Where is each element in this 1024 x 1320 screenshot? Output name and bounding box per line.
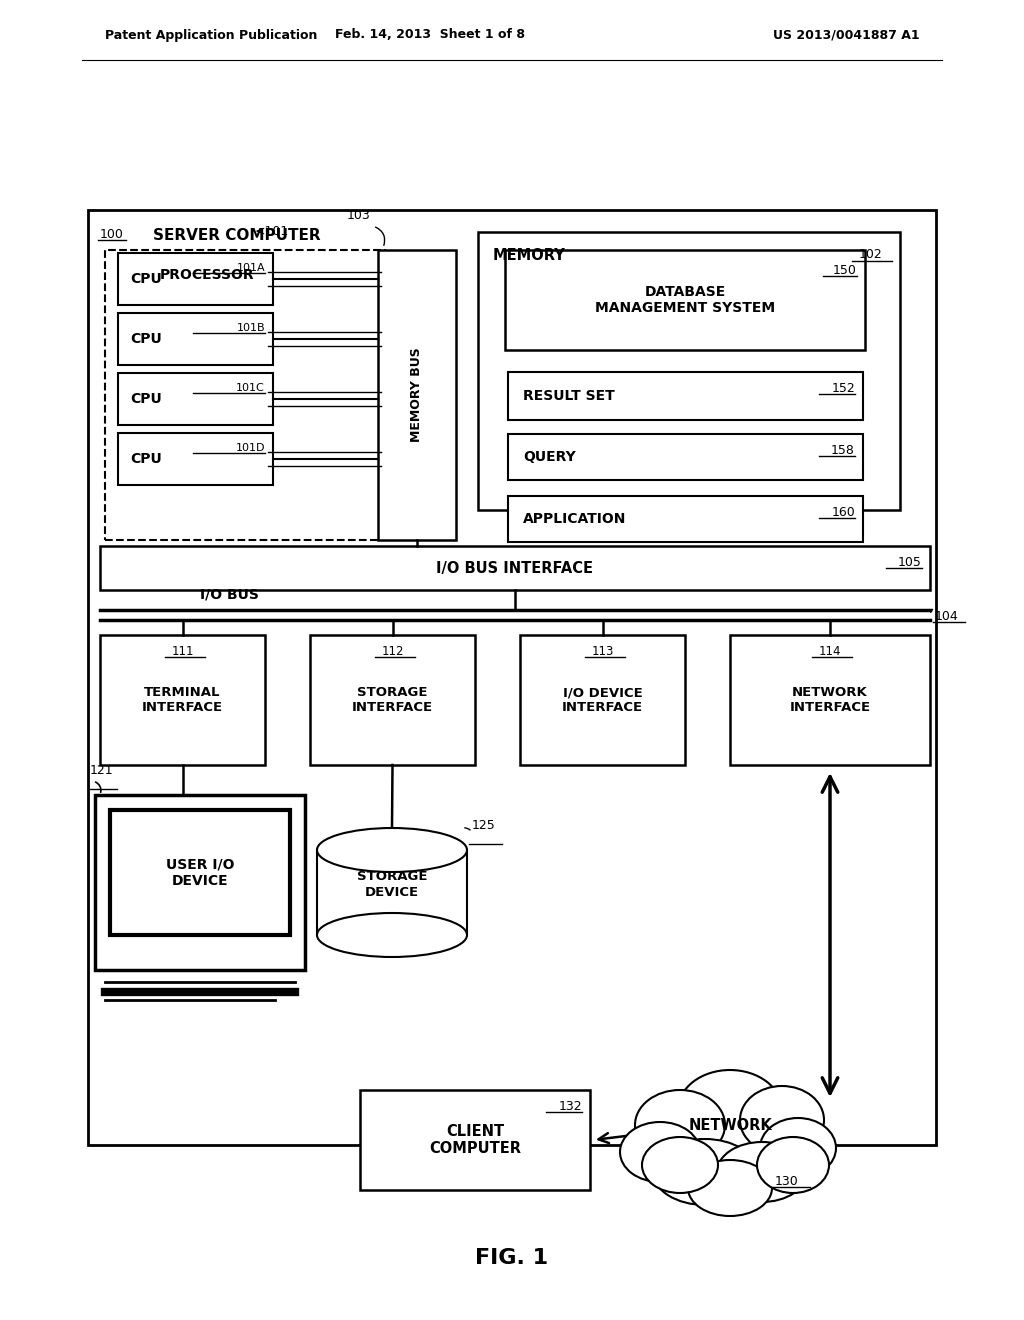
Ellipse shape	[653, 1139, 757, 1205]
Text: I/O DEVICE
INTERFACE: I/O DEVICE INTERFACE	[562, 686, 643, 714]
Bar	[105, 249, 385, 540]
Text: 121: 121	[90, 764, 114, 777]
Text: Patent Application Publication: Patent Application Publication	[105, 29, 317, 41]
Text: 102: 102	[858, 248, 882, 261]
Bar	[360, 1090, 590, 1191]
Text: 101D: 101D	[236, 444, 265, 453]
Text: US 2013/0041887 A1: US 2013/0041887 A1	[773, 29, 920, 41]
Bar	[118, 374, 273, 425]
Text: 100: 100	[100, 228, 124, 242]
Text: 101A: 101A	[237, 263, 265, 273]
Bar	[508, 434, 863, 480]
Text: NETWORK
INTERFACE: NETWORK INTERFACE	[790, 686, 870, 714]
Ellipse shape	[678, 1071, 782, 1150]
Text: I/O BUS INTERFACE: I/O BUS INTERFACE	[436, 561, 594, 576]
Text: 150: 150	[834, 264, 857, 277]
Text: PROCESSOR: PROCESSOR	[160, 268, 255, 282]
Text: STORAGE
INTERFACE: STORAGE INTERFACE	[352, 686, 433, 714]
Text: 158: 158	[831, 444, 855, 457]
Text: 114: 114	[819, 645, 842, 657]
Ellipse shape	[717, 1142, 807, 1203]
Bar	[118, 433, 273, 484]
Bar	[118, 253, 273, 305]
Text: 104: 104	[935, 610, 958, 623]
Text: CPU: CPU	[130, 333, 162, 346]
Bar	[508, 372, 863, 420]
Text: SERVER COMPUTER: SERVER COMPUTER	[153, 228, 321, 243]
Text: 160: 160	[831, 506, 855, 519]
Bar	[520, 635, 685, 766]
Bar	[378, 249, 456, 540]
Ellipse shape	[620, 1122, 700, 1181]
Text: QUERY: QUERY	[523, 450, 575, 465]
Bar	[88, 210, 936, 1144]
Bar	[508, 496, 863, 543]
Text: 112: 112	[381, 645, 403, 657]
Text: DATABASE
MANAGEMENT SYSTEM: DATABASE MANAGEMENT SYSTEM	[595, 285, 775, 315]
Text: <101: <101	[255, 224, 289, 238]
Text: Feb. 14, 2013  Sheet 1 of 8: Feb. 14, 2013 Sheet 1 of 8	[335, 29, 525, 41]
Text: RESULT SET: RESULT SET	[523, 389, 614, 403]
Bar	[100, 546, 930, 590]
Ellipse shape	[642, 1137, 718, 1193]
Text: I/O BUS: I/O BUS	[200, 587, 259, 602]
Text: STORAGE
DEVICE: STORAGE DEVICE	[356, 870, 427, 899]
Ellipse shape	[317, 828, 467, 873]
Text: 103: 103	[346, 209, 370, 222]
Text: CPU: CPU	[130, 392, 162, 407]
Bar	[730, 635, 930, 766]
Bar	[110, 810, 290, 935]
Bar	[95, 795, 305, 970]
Text: 132: 132	[558, 1100, 582, 1113]
Text: 130: 130	[775, 1175, 799, 1188]
Ellipse shape	[688, 1160, 772, 1216]
Text: 101B: 101B	[237, 323, 265, 333]
Ellipse shape	[757, 1137, 829, 1193]
Bar	[505, 249, 865, 350]
Text: NETWORK: NETWORK	[688, 1118, 772, 1133]
Text: MEMORY: MEMORY	[493, 248, 565, 263]
Ellipse shape	[317, 913, 467, 957]
Bar	[478, 232, 900, 510]
Text: 152: 152	[831, 381, 855, 395]
Text: CLIENT
COMPUTER: CLIENT COMPUTER	[429, 1123, 521, 1156]
Text: FIG. 1: FIG. 1	[475, 1247, 549, 1269]
Ellipse shape	[635, 1090, 725, 1160]
Text: CPU: CPU	[130, 272, 162, 286]
Ellipse shape	[760, 1118, 836, 1177]
Text: 125: 125	[472, 818, 496, 832]
Text: 111: 111	[171, 645, 194, 657]
Text: 101C: 101C	[237, 383, 265, 393]
Text: 105: 105	[898, 556, 922, 569]
Text: APPLICATION: APPLICATION	[523, 512, 627, 525]
Text: TERMINAL
INTERFACE: TERMINAL INTERFACE	[142, 686, 223, 714]
Ellipse shape	[740, 1086, 824, 1154]
Text: CPU: CPU	[130, 451, 162, 466]
Text: 113: 113	[591, 645, 613, 657]
Bar	[310, 635, 475, 766]
Bar	[100, 635, 265, 766]
Text: USER I/O
DEVICE: USER I/O DEVICE	[166, 858, 234, 887]
Text: MEMORY BUS: MEMORY BUS	[411, 347, 424, 442]
Bar	[118, 313, 273, 366]
